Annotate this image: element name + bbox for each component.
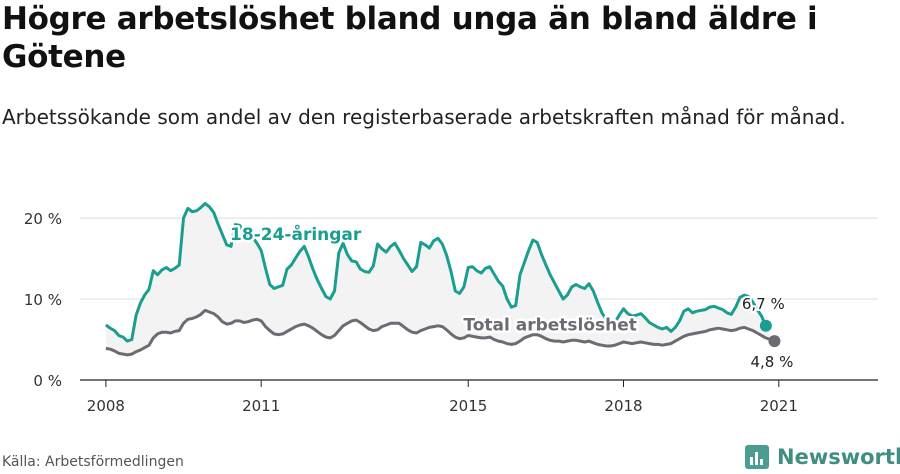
bar-chart-logo-icon bbox=[745, 445, 769, 469]
x-tick-label: 2015 bbox=[449, 397, 487, 415]
series-name-label: 18-24-åringar bbox=[230, 223, 362, 245]
difference-band bbox=[105, 203, 775, 355]
chart-subtitle: Arbetssökande som andel av den registerb… bbox=[2, 105, 846, 129]
series-labels: 18-24-åringar Total arbetslöshet 6,7 % 4,8 … bbox=[228, 220, 796, 373]
youth-unemployment-line bbox=[105, 202, 768, 343]
chart-title: Högre arbetslöshet bland unga än bland ä… bbox=[2, 1, 818, 75]
x-tick-label: 2018 bbox=[604, 397, 642, 415]
end-value-label: 4,8 % bbox=[750, 353, 793, 371]
y-tick-label: 10 % bbox=[24, 291, 62, 309]
y-tick-label: 0 % bbox=[33, 372, 62, 390]
y-tick-label: 20 % bbox=[24, 210, 62, 228]
series-endpoint bbox=[759, 319, 772, 332]
series-name-label: Total arbetslöshet bbox=[463, 315, 637, 335]
total-unemployment-line bbox=[105, 308, 776, 357]
x-tick-label: 2008 bbox=[87, 397, 125, 415]
series-endpoint bbox=[768, 335, 781, 348]
axes: 0 % 10 % 20 % 2008 2011 2015 2018 2021 bbox=[24, 210, 798, 415]
x-tick-label: 2021 bbox=[760, 397, 798, 415]
end-value-label: 6,7 % bbox=[742, 295, 785, 313]
x-tick-label: 2011 bbox=[242, 397, 280, 415]
series-lines bbox=[105, 202, 781, 357]
line-chart: 0 % 10 % 20 % 2008 2011 2015 2018 2021 18-24-år… bbox=[24, 202, 878, 415]
source-note: Källa: Arbetsförmedlingen bbox=[2, 454, 184, 470]
brand-name: Newsworthy bbox=[777, 445, 900, 469]
newsworthy-logo[interactable]: Newsworthy bbox=[745, 443, 900, 471]
